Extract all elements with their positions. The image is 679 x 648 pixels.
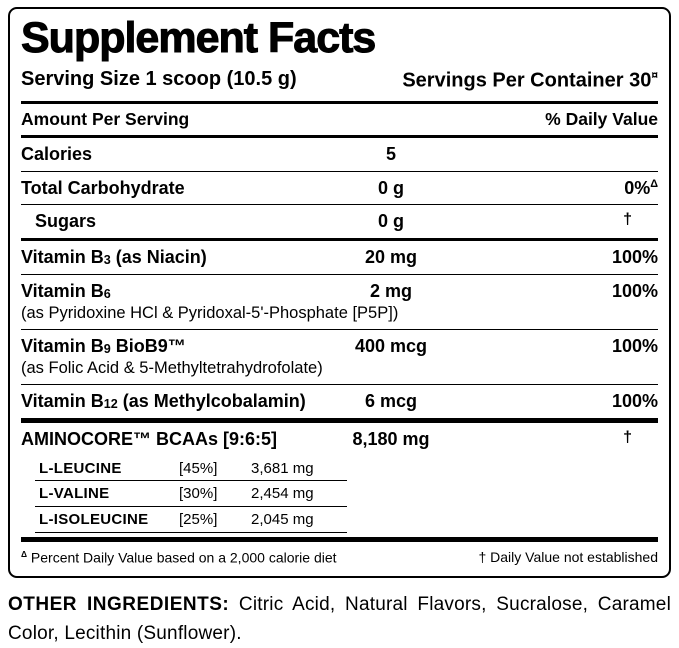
amino-row-valine: L-VALINE [30%] 2,454 mg — [35, 481, 347, 508]
amino-percent: [45%] — [179, 459, 218, 477]
servings-footnote-mark: ¤ — [651, 68, 658, 83]
vitamin-form: BioB9™ — [110, 335, 186, 356]
nutrient-form-subline: (as Pyridoxine HCl & Pyridoxal-5'-Phosph… — [21, 304, 399, 323]
nutrient-dv: 100% — [611, 280, 658, 301]
row-vitamin-b12: Vitamin B12 (as Methylcobalamin) 6 mcg 1… — [21, 384, 658, 418]
vitamin-name: Vitamin B — [21, 280, 104, 301]
vitamin-subscript: 6 — [103, 286, 111, 301]
nutrient-name: Vitamin B3 (as Niacin) — [21, 246, 321, 269]
amino-name: L-VALINE — [39, 485, 110, 503]
vitamin-subscript: 12 — [103, 397, 118, 412]
nutrient-form-subline: (as Folic Acid & 5-Methyltetrahydrofolat… — [21, 359, 323, 378]
dagger-footnote-mark: † — [478, 548, 487, 565]
servings-per-container-text: Servings Per Container 30 — [402, 70, 652, 93]
row-sugars: Sugars 0 g † — [21, 204, 658, 238]
vitamin-name: Vitamin B — [21, 335, 104, 356]
vitamin-subscript: 9 — [103, 341, 111, 356]
servings-per-container: Servings Per Container 30¤ — [402, 68, 658, 93]
not-established-footnote: † Daily Value not established — [478, 549, 658, 566]
vitamin-name: Vitamin B — [21, 391, 104, 412]
nutrient-name: Sugars — [35, 211, 97, 232]
column-header-row: Amount Per Serving % Daily Value — [21, 104, 658, 139]
nutrient-amount: 20 mg — [364, 247, 418, 268]
amino-name: L-LEUCINE — [39, 459, 122, 477]
row-vitamin-b9: Vitamin B9 BioB9™ 400 mcg 100% (as Folic… — [21, 328, 658, 384]
amino-percent: [30%] — [179, 485, 218, 503]
amino-row-leucine: L-LEUCINE [45%] 3,681 mg — [35, 456, 347, 482]
row-calories: Calories 5 — [21, 138, 658, 171]
amino-amount: 3,681 mg — [251, 459, 314, 477]
panel-title: Supplement Facts — [21, 14, 377, 62]
daily-value-footnote-text: Percent Daily Value based on a 2,000 cal… — [27, 549, 337, 566]
nutrient-name: Vitamin B12 (as Methylcobalamin) — [21, 390, 321, 413]
dv-footnote-mark: † — [623, 428, 632, 446]
nutrient-name: Total Carbohydrate — [21, 177, 185, 198]
not-established-footnote-text: Daily Value not established — [486, 548, 658, 565]
dv-footnote-mark: † — [623, 211, 632, 229]
amino-percent: [25%] — [179, 511, 218, 529]
nutrient-name: AMINOCORE™ BCAAs [9:6:5] — [21, 428, 278, 449]
nutrient-dv: 100% — [611, 335, 658, 356]
nutrient-amount: 400 mcg — [354, 335, 428, 356]
row-aminocore-bcaas: AMINOCORE™ BCAAs [9:6:5] 8,180 mg † — [21, 417, 658, 456]
vitamin-subscript: 3 — [103, 253, 111, 268]
vitamin-form: (as Methylcobalamin) — [117, 391, 306, 412]
nutrient-name: Calories — [21, 144, 93, 165]
footnotes-row: Δ Percent Daily Value based on a 2,000 c… — [21, 536, 658, 568]
nutrient-dv: † — [461, 210, 658, 233]
amount-per-serving-header: Amount Per Serving — [21, 109, 190, 130]
vitamin-form: (as Niacin) — [110, 247, 207, 268]
amino-amount: 2,045 mg — [251, 511, 314, 529]
nutrient-dv: 0%Δ — [461, 177, 658, 200]
serving-size: Serving Size 1 scoop (10.5 g) — [21, 68, 297, 91]
nutrient-dv: 100% — [611, 247, 658, 268]
other-ingredients: OTHER INGREDIENTS: Citric Acid, Natural … — [8, 591, 671, 648]
supplement-facts-panel: Supplement Facts Serving Size 1 scoop (1… — [8, 7, 671, 579]
nutrient-dv: 100% — [611, 391, 658, 412]
nutrient-amount: 5 — [385, 144, 396, 165]
other-ingredients-label: OTHER INGREDIENTS: — [8, 594, 230, 616]
dv-footnote-mark: Δ — [650, 177, 658, 190]
nutrient-name: Vitamin B9 BioB9™ — [21, 335, 321, 358]
row-vitamin-b3: Vitamin B3 (as Niacin) 20 mg 100% — [21, 238, 658, 274]
nutrient-amount: 0 g — [377, 177, 404, 198]
row-total-carbohydrate: Total Carbohydrate 0 g 0%Δ — [21, 170, 658, 205]
nutrient-amount: 2 mg — [369, 280, 412, 301]
amino-name: L-ISOLEUCINE — [39, 511, 149, 529]
delta-footnote-mark: Δ — [21, 548, 28, 559]
daily-value-footnote: Δ Percent Daily Value based on a 2,000 c… — [21, 549, 337, 566]
nutrient-name: Vitamin B6 — [21, 280, 321, 303]
nutrient-amount: 8,180 mg — [352, 428, 430, 449]
serving-info-row: Serving Size 1 scoop (10.5 g) Servings P… — [21, 63, 658, 105]
amino-row-isoleucine: L-ISOLEUCINE [25%] 2,045 mg — [35, 507, 347, 533]
nutrient-amount: 0 g — [377, 211, 404, 232]
nutrient-amount: 6 mcg — [364, 391, 418, 412]
nutrient-dv: † — [461, 428, 658, 451]
amino-amount: 2,454 mg — [251, 485, 314, 503]
vitamin-name: Vitamin B — [21, 247, 104, 268]
row-vitamin-b6: Vitamin B6 2 mg 100% (as Pyridoxine HCl … — [21, 273, 658, 329]
amino-acid-breakdown: L-LEUCINE [45%] 3,681 mg L-VALINE [30%] … — [35, 456, 347, 533]
dv-value: 0% — [624, 177, 651, 198]
daily-value-header: % Daily Value — [545, 109, 658, 130]
